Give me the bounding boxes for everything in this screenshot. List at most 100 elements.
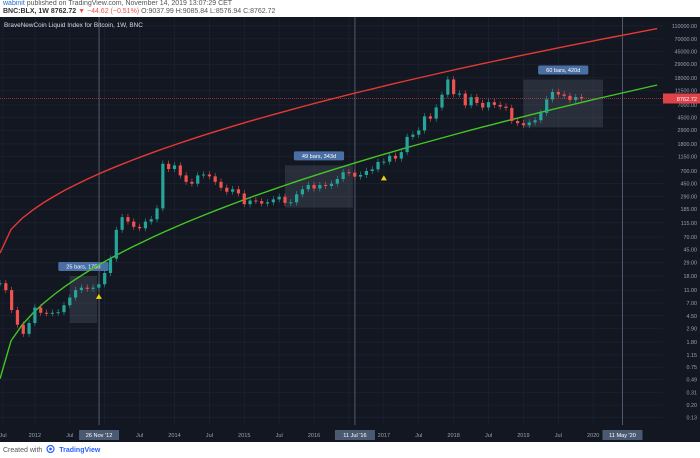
y-tick-label: 45.00 [684, 248, 698, 254]
candle-body [120, 217, 124, 230]
candle-body [457, 93, 462, 95]
chart-area[interactable]: 110000.00 70000.00 45000.00 29000.00 18000.0… [0, 17, 700, 442]
measure-label-bg [58, 262, 109, 272]
y-tick-label: 7000.00 [678, 103, 698, 109]
x-tick-label: Jul [206, 433, 213, 439]
y-tick-label: 29000.00 [675, 62, 697, 68]
x-tick-label: 2015 [238, 433, 250, 439]
author-link[interactable]: wabinit [3, 0, 25, 7]
event-label: 11 Jul '16 [343, 433, 366, 439]
candle-body [219, 181, 223, 188]
y-tick-label: 4500.00 [678, 116, 698, 122]
candle-body [289, 202, 293, 204]
x-tick-label: Jul [276, 433, 283, 439]
candle-body [498, 104, 502, 107]
candle-body [242, 193, 246, 205]
measure-label: 25 bars, 175d [66, 265, 100, 271]
candle-body [388, 155, 392, 162]
candle-body [295, 194, 299, 203]
candle-body [56, 312, 60, 314]
y-tick-label: 4.50 [687, 314, 698, 320]
y-tick-label: 110000.00 [672, 24, 697, 30]
candle-body [422, 116, 427, 131]
y-tick-label: 18.00 [684, 274, 698, 280]
candle-body [27, 322, 31, 334]
candle-body [347, 172, 351, 174]
x-tick-label: 2019 [517, 433, 529, 439]
y-tick-label: 290.00 [681, 194, 698, 200]
candle-body [137, 226, 142, 229]
measure-box [69, 276, 98, 323]
signal-triangle-icon [380, 175, 387, 181]
candle-body [516, 120, 520, 124]
candle-body [510, 107, 514, 121]
y-tick-label: 18000.00 [675, 76, 697, 82]
y-tick-label: 7.00 [687, 301, 698, 307]
y-tick-label: 450.00 [681, 182, 698, 188]
candle-body [341, 172, 345, 179]
y-tick-label: 0.49 [687, 377, 698, 383]
candle-body [469, 97, 473, 106]
price-axis [663, 17, 700, 442]
candle-body [579, 97, 584, 99]
footer-brand[interactable]: TradingView [59, 447, 101, 454]
x-tick-label: 2017 [378, 433, 390, 439]
last-price-label: 8762.72 [677, 97, 697, 103]
candle-body [126, 217, 130, 222]
event-label-bg [79, 430, 120, 440]
candle-body [62, 305, 66, 313]
candle-body [318, 184, 322, 189]
x-tick-label: 2014 [168, 433, 180, 439]
candle-body [376, 161, 380, 170]
measure-label-bg [293, 151, 345, 161]
symbol-price: 8762.72 [50, 8, 77, 15]
x-tick-label: 2020 [587, 433, 599, 439]
candle-body [481, 102, 485, 108]
candle-body [312, 184, 316, 189]
symbol-change: ▼ −44.62 (−0.51%) [78, 8, 140, 15]
measure-label: 60 bars, 420d [546, 68, 580, 74]
candle-body [15, 310, 20, 325]
y-tick-label: 1.15 [687, 353, 698, 359]
candle-body [428, 116, 432, 119]
candle-body [184, 175, 188, 182]
footer-created-with: Created with [3, 447, 43, 454]
candle-body [178, 165, 182, 176]
candle-body [550, 91, 555, 100]
candle-body [306, 184, 310, 190]
price-chart[interactable]: 110000.00 70000.00 45000.00 29000.00 18000.0… [0, 17, 700, 442]
candle-body [149, 219, 153, 222]
candle-body [143, 221, 147, 229]
candle-body [411, 134, 415, 137]
chart-header: wabinit published on TradingView.com, No… [0, 0, 700, 17]
candle-body [452, 79, 456, 95]
candle-body [399, 152, 403, 159]
candle-body [79, 287, 84, 291]
event-label-bg [602, 430, 643, 440]
candle-body [91, 287, 95, 289]
candle-body [39, 307, 43, 313]
candle-body [260, 201, 264, 204]
y-tick-label: 0.31 [687, 391, 698, 397]
candle-body [568, 95, 572, 101]
candle-body [254, 200, 258, 202]
y-tick-label: 11500.00 [675, 89, 697, 95]
y-tick-label: 2900.00 [678, 128, 698, 134]
candle-body [21, 324, 25, 334]
candle-body [335, 178, 339, 184]
candle-body [44, 312, 49, 314]
candle-body [463, 93, 467, 106]
candle-body [521, 123, 526, 126]
x-tick-label: Jul [415, 433, 422, 439]
candle-body [533, 120, 537, 123]
y-tick-label: 700.00 [681, 169, 698, 175]
symbol-ohlc: O:9037.99 H:9085.84 L:8576.94 C:8762.72 [141, 8, 276, 15]
candle-body [236, 189, 241, 194]
candle-body [370, 169, 374, 171]
candle-body [97, 284, 101, 288]
measure-box [523, 79, 604, 128]
candle-body [405, 136, 409, 153]
candle-body [329, 183, 334, 186]
candle-body [574, 97, 578, 101]
y-tick-label: 0.13 [687, 415, 698, 421]
